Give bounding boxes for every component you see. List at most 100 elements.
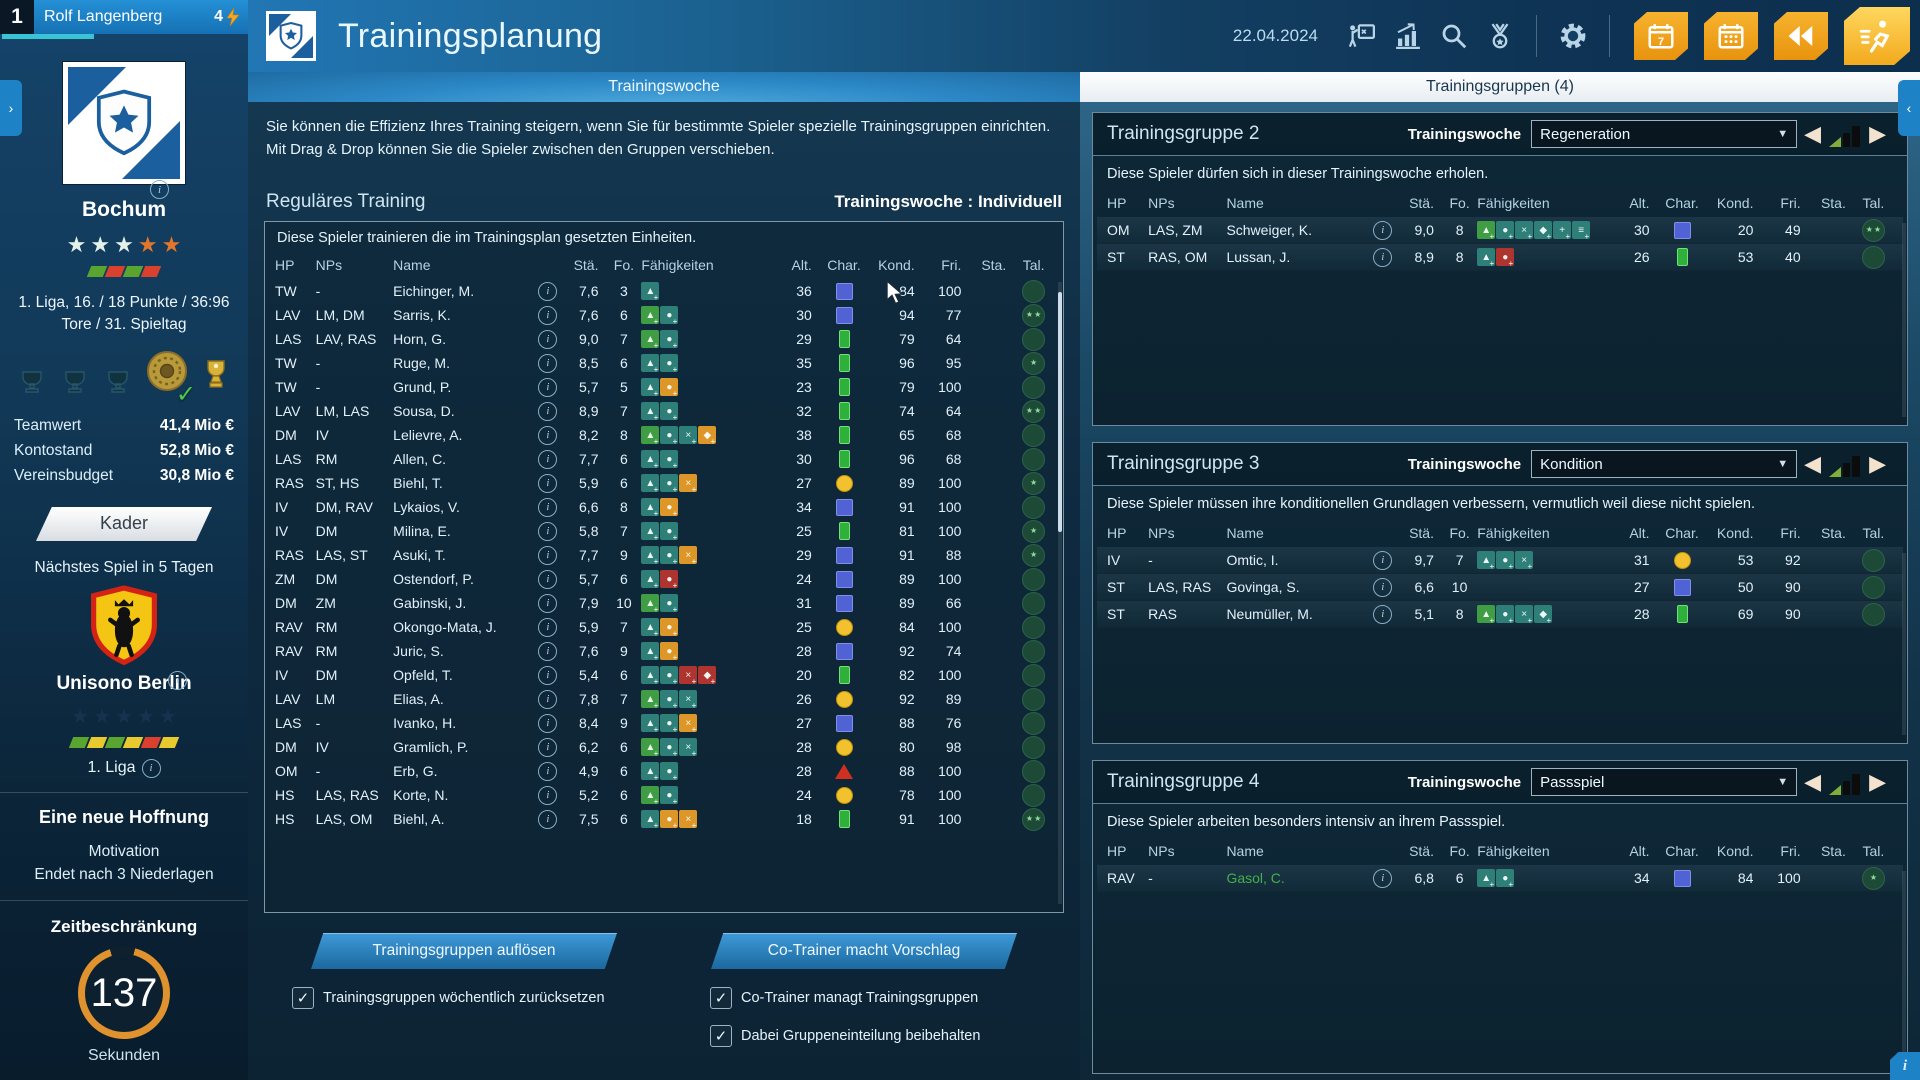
player-row[interactable]: IV DM, RAV Lykaios, V. i 6,6 8 ▲● 34 91 100: [265, 495, 1063, 519]
player-info-icon[interactable]: i: [538, 737, 558, 757]
scrollbar-track[interactable]: [1902, 223, 1906, 417]
checkbox-keep-grouping[interactable]: ✓ Dabei Gruppeneinteilung beibehalten: [710, 1025, 1064, 1047]
prev-week-arrow[interactable]: ◀: [1804, 121, 1822, 146]
search-icon[interactable]: [1436, 18, 1472, 54]
next-week-arrow[interactable]: ▶: [1869, 451, 1886, 476]
checkbox-icon[interactable]: ✓: [710, 1025, 732, 1047]
player-info-icon[interactable]: i: [538, 761, 558, 781]
statistics-icon[interactable]: [1390, 18, 1426, 54]
player-row[interactable]: LAS- Ivanko, H. i 8,4 9 ▲●× 27 88 76: [265, 711, 1063, 735]
player-row[interactable]: DM ZM Gabinski, J. i 7,9 10 ▲● 31 89 66: [265, 591, 1063, 615]
next-week-arrow[interactable]: ▶: [1869, 121, 1886, 146]
player-row[interactable]: ST LAS, RAS Govinga, S. i 6,6 10 27 50 90: [1097, 574, 1903, 601]
player-row[interactable]: LAV LM, LAS Sousa, D. i 8,9 7 ▲● 32 74 64 ★★: [265, 399, 1063, 423]
player-info-icon[interactable]: i: [538, 641, 558, 661]
player-info-icon[interactable]: i: [538, 425, 558, 445]
calendar-week-button[interactable]: 7: [1634, 12, 1688, 60]
player-info-icon[interactable]: i: [538, 593, 558, 613]
medal-icon[interactable]: [1482, 18, 1518, 54]
player-row[interactable]: IV - Omtic, I. i 9,7 7 ▲●× 31 53 92: [1097, 547, 1903, 574]
cotrainer-suggest-button[interactable]: Co-Trainer macht Vorschlag: [711, 933, 1017, 969]
player-row[interactable]: HS LAS, OM Biehl, A. i 7,5 6 ▲●× 18 91 100 ★★: [265, 807, 1063, 831]
player-info-icon[interactable]: i: [1373, 220, 1393, 240]
player-row[interactable]: OM LAS, ZM Schweiger, K. i 9,0 8 ▲●×◆+≡ 30 20 49 ★…: [1097, 217, 1903, 244]
checkbox-icon[interactable]: ✓: [292, 987, 314, 1009]
scrollbar-thumb[interactable]: [1058, 292, 1062, 532]
player-row[interactable]: IV DM Milina, E. i 5,8 7 ▲● 25 81 100 ★: [265, 519, 1063, 543]
player-info-icon[interactable]: i: [1373, 604, 1393, 624]
player-info-icon[interactable]: i: [538, 473, 558, 493]
trainingsweek-select[interactable]: Kondition ▼: [1531, 450, 1798, 478]
checkbox-cotrainer-manages[interactable]: ✓ Co-Trainer managt Trainingsgruppen: [710, 987, 1064, 1009]
player-info-icon[interactable]: i: [538, 329, 558, 349]
scrollbar-track[interactable]: [1058, 282, 1062, 904]
player-row[interactable]: RAV RM Okongo-Mata, J. i 5,9 7 ▲● 25 84 100: [265, 615, 1063, 639]
player-info-icon[interactable]: i: [538, 521, 558, 541]
player-row[interactable]: DM IV Gramlich, P. i 6,2 6 ▲●× 28 80 98: [265, 735, 1063, 759]
player-row[interactable]: LAV LM Elias, A. i 7,8 7 ▲●× 26 92 89: [265, 687, 1063, 711]
player-info-icon[interactable]: i: [1373, 247, 1393, 267]
calendar-month-button[interactable]: [1704, 12, 1758, 60]
player-row[interactable]: TW - Grund, P. i 5,7 5 ▲● 23 79 100: [265, 375, 1063, 399]
info-button[interactable]: i: [1890, 1052, 1920, 1080]
player-row[interactable]: OM - Erb, G. i 4,9 6 ▲● 28 88 100: [265, 759, 1063, 783]
player-info-icon[interactable]: i: [538, 497, 558, 517]
player-info-icon[interactable]: i: [1373, 868, 1393, 888]
league-info-icon[interactable]: i: [141, 758, 161, 778]
player-row[interactable]: TW - Ruge, M. i 8,5 6 ▲● 35 96 95 ★: [265, 351, 1063, 375]
continue-button[interactable]: [1844, 7, 1910, 65]
player-row[interactable]: RAV- Gasol, C. i 6,8 6 ▲● 34 84 100 ★: [1097, 865, 1903, 892]
collapse-right-tab[interactable]: ‹: [1898, 80, 1920, 136]
player-row[interactable]: HS LAS, RAS Korte, N. i 5,2 6 ▲● 24 78 100: [265, 783, 1063, 807]
player-row[interactable]: RAV RM Juric, S. i 7,6 9 ▲● 28 92 74: [265, 639, 1063, 663]
kader-button[interactable]: Kader: [36, 506, 212, 541]
player-freshness: 100: [938, 571, 962, 587]
expand-left-tab[interactable]: ›: [0, 80, 22, 136]
club-info-icon[interactable]: i: [150, 180, 169, 199]
player-row[interactable]: LAS RM Allen, C. i 7,7 6 ▲● 30 96 68: [265, 447, 1063, 471]
player-row[interactable]: DM IV Lelievre, A. i 8,2 8 ▲●×◆ 38 65 68: [265, 423, 1063, 447]
tactics-board-icon[interactable]: [1344, 18, 1380, 54]
player-info-icon[interactable]: i: [538, 401, 558, 421]
player-info-icon[interactable]: i: [538, 617, 558, 637]
player-info-icon[interactable]: i: [538, 305, 558, 325]
player-row[interactable]: LAS LAV, RAS Horn, G. i 9,0 7 ▲● 29 79 64: [265, 327, 1063, 351]
player-info-icon[interactable]: i: [538, 545, 558, 565]
player-row[interactable]: ST RAS, OM Lussan, J. i 8,9 8 ▲● 26 53 40: [1097, 244, 1903, 271]
prev-week-arrow[interactable]: ◀: [1804, 451, 1822, 476]
dissolve-groups-button[interactable]: Trainingsgruppen auflösen: [311, 933, 617, 969]
scrollbar-track[interactable]: [1902, 553, 1906, 735]
rewind-button[interactable]: [1774, 12, 1828, 60]
player-row[interactable]: RAS ST, HS Biehl, T. i 5,9 6 ▲●× 27 89 100 ★: [265, 471, 1063, 495]
player-row[interactable]: IV DM Opfeld, T. i 5,4 6 ▲●×◆ 20 82 100: [265, 663, 1063, 687]
tab-trainingsgruppen[interactable]: Trainingsgruppen (4): [1080, 72, 1920, 103]
trainingsweek-select[interactable]: Passspiel ▼: [1531, 768, 1798, 796]
prev-week-arrow[interactable]: ◀: [1804, 769, 1822, 794]
player-row[interactable]: ZM DM Ostendorf, P. i 5,7 6 ▲● 24 89 100: [265, 567, 1063, 591]
player-info-icon[interactable]: i: [538, 785, 558, 805]
player-info-icon[interactable]: i: [538, 689, 558, 709]
settings-gear-icon[interactable]: [1555, 18, 1591, 54]
player-info-icon[interactable]: i: [538, 377, 558, 397]
opponent-info-icon[interactable]: i: [168, 670, 187, 690]
player-info-icon[interactable]: i: [538, 569, 558, 589]
next-week-arrow[interactable]: ▶: [1869, 769, 1886, 794]
player-info-icon[interactable]: i: [538, 809, 558, 829]
player-info-icon[interactable]: i: [1373, 550, 1393, 570]
player-row[interactable]: TW - Eichinger, M. i 7,6 3 ▲ 36 84 100: [265, 279, 1063, 303]
player-row[interactable]: RAS LAS, ST Asuki, T. i 7,7 9 ▲●× 29 91 88 ★: [265, 543, 1063, 567]
player-freshness: 100: [938, 475, 962, 491]
player-row[interactable]: LAV LM, DM Sarris, K. i 7,6 6 ▲● 30 94 77 ★★: [265, 303, 1063, 327]
trainingsweek-select[interactable]: Regeneration ▼: [1531, 120, 1798, 148]
player-row[interactable]: ST RAS Neumüller, M. i 5,1 8 ▲●×◆ 28 69 90: [1097, 601, 1903, 628]
player-info-icon[interactable]: i: [1373, 577, 1393, 597]
player-info-icon[interactable]: i: [538, 281, 558, 301]
player-info-icon[interactable]: i: [538, 665, 558, 685]
checkbox-weekly-reset[interactable]: ✓ Trainingsgruppen wöchentlich zurückset…: [292, 987, 664, 1009]
player-info-icon[interactable]: i: [538, 713, 558, 733]
player-info-icon[interactable]: i: [538, 353, 558, 373]
scrollbar-track[interactable]: [1902, 871, 1906, 1065]
player-info-icon[interactable]: i: [538, 449, 558, 469]
checkbox-icon[interactable]: ✓: [710, 987, 732, 1009]
tab-trainingswoche[interactable]: Trainingswoche: [248, 72, 1080, 103]
